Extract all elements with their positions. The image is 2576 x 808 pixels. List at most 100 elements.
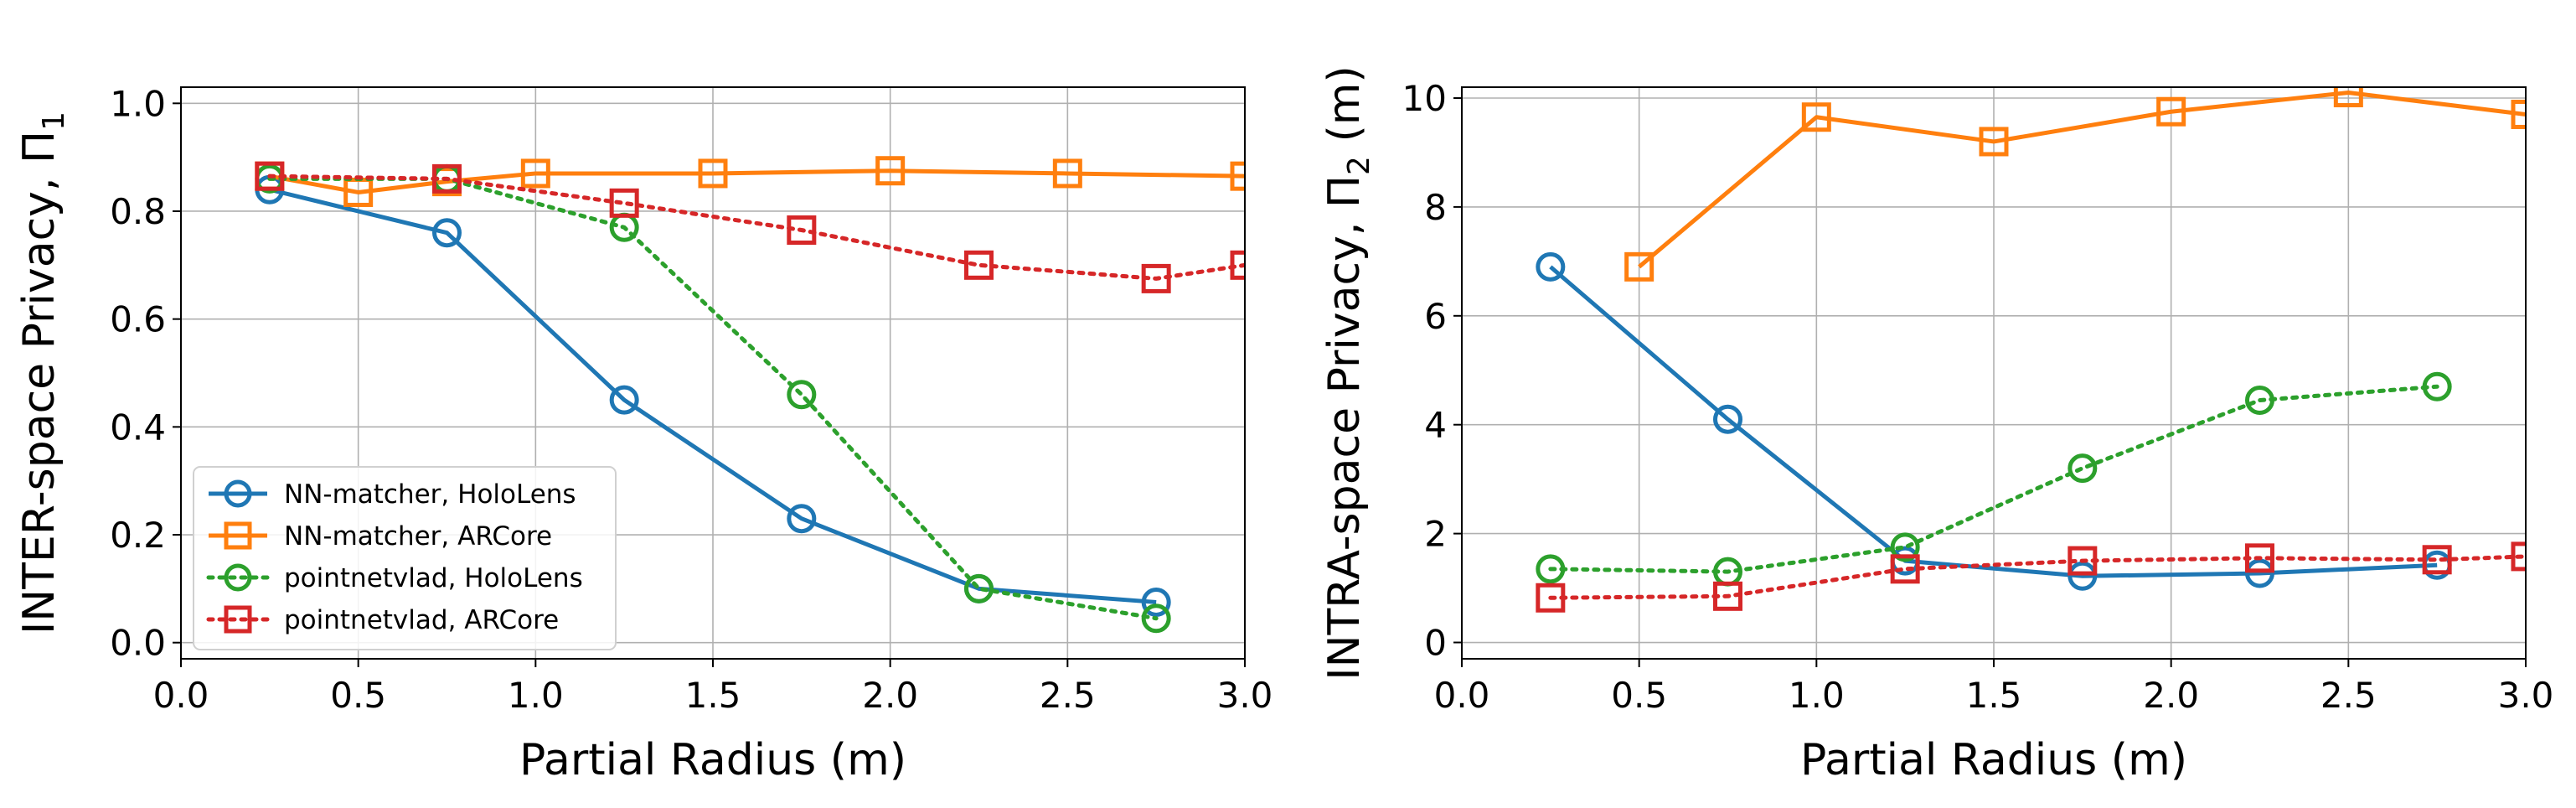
data-point: [1230, 250, 1245, 280]
data-point: [787, 215, 817, 245]
legend-entry: NN-matcher, HoloLens: [209, 479, 576, 510]
plot-area: [1536, 87, 2526, 613]
data-point: [787, 380, 817, 410]
data-point: [787, 504, 817, 534]
data-point: [609, 385, 639, 415]
legend-marker: [224, 521, 252, 550]
y-tick-label: 0.6: [110, 299, 166, 340]
y-axis-label-main: INTER-space Privacy, Π: [14, 131, 65, 634]
data-point: [2511, 541, 2526, 572]
series-nn-matcher-arcore: [255, 156, 1245, 207]
data-point: [1713, 581, 1742, 611]
data-point: [2068, 561, 2098, 591]
data-point: [875, 156, 906, 186]
y-axis-label-unit: (m): [1319, 65, 1370, 156]
data-point: [2156, 96, 2186, 127]
x-tick-label: 2.0: [2143, 675, 2199, 716]
data-point: [1141, 603, 1171, 634]
x-tick-label: 2.5: [2320, 675, 2377, 716]
data-point: [1141, 263, 1171, 293]
y-tick-label: 10: [1402, 78, 1447, 119]
legend-marker: [224, 563, 252, 592]
legend-label: pointnetvlad, HoloLens: [284, 563, 583, 593]
x-tick-label: 3.0: [1217, 675, 1273, 716]
data-point: [2068, 546, 2098, 576]
data-point: [2245, 558, 2274, 588]
data-point: [2422, 545, 2452, 575]
plot-area: [255, 156, 1245, 634]
data-point: [255, 161, 285, 191]
x-tick-label: 0.5: [1611, 675, 1667, 716]
legend-entry: pointnetvlad, HoloLens: [206, 563, 583, 593]
y-axis-label: INTER-space Privacy, Π1: [14, 111, 71, 634]
data-point: [2422, 371, 2452, 401]
data-point: [1801, 102, 1831, 132]
data-point: [2511, 99, 2526, 129]
legend-label: NN-matcher, ARCore: [284, 521, 552, 552]
legend-label: pointnetvlad, ARCore: [284, 605, 559, 635]
data-point: [1890, 554, 1920, 584]
legend-marker: [224, 605, 252, 634]
legend-entry: NN-matcher, ARCore: [209, 521, 552, 552]
series-pointnetvlad-arcore: [255, 161, 1245, 293]
data-point: [2245, 543, 2274, 573]
series-line: [1548, 554, 2526, 600]
series-line: [1638, 90, 2526, 269]
series-line: [1549, 265, 2438, 578]
data-point: [2068, 453, 2098, 484]
y-axis-label-subscript: 1: [37, 111, 71, 131]
data-point: [1713, 404, 1742, 434]
y-tick-label: 0.2: [110, 515, 166, 556]
x-tick-label: 0.5: [330, 675, 386, 716]
series-series-4: [1536, 541, 2526, 613]
data-point: [432, 218, 462, 248]
data-point: [609, 188, 639, 218]
data-point: [1536, 251, 1566, 282]
axes-frame: [180, 86, 1246, 660]
data-point: [1890, 532, 1920, 562]
legend: NN-matcher, HoloLens NN-matcher, ARCore po…: [193, 466, 617, 650]
y-tick-label: 6: [1424, 296, 1447, 337]
x-tick-label: 1.5: [685, 675, 741, 716]
x-axis-label: Partial Radius (m): [1800, 735, 2187, 785]
data-point: [964, 250, 994, 280]
series-line: [269, 187, 1157, 604]
data-point: [964, 573, 994, 603]
y-tick-label: 2: [1424, 514, 1447, 555]
legend-label: NN-matcher, HoloLens: [284, 479, 576, 510]
series-series-3: [1536, 371, 2452, 587]
y-tick-label: 0.0: [110, 623, 166, 664]
y-tick-label: 0: [1424, 623, 1447, 664]
x-tick-label: 0.0: [1434, 675, 1490, 716]
chart-panel-2: 0.0 0.5 1.0 1.5 2.0 2.5 3.0 0 2 4 6 8 10 Partial Radi…: [1319, 65, 2553, 785]
x-tick-label: 1.0: [1789, 675, 1845, 716]
x-tick-label: 1.5: [1966, 675, 2022, 716]
legend-marker: [224, 479, 252, 508]
x-tick-label: 2.0: [862, 675, 918, 716]
series-line: [269, 168, 1245, 194]
y-tick-label: 1.0: [110, 83, 166, 124]
series-series-2: [1624, 87, 2526, 282]
series-line: [267, 174, 1245, 281]
y-axis-label: INTRA-space Privacy, Π2 (m): [1319, 65, 1376, 680]
data-point: [2333, 87, 2363, 107]
data-point: [1052, 158, 1082, 189]
x-axis-label: Partial Radius (m): [519, 735, 906, 785]
data-point: [698, 158, 728, 189]
y-tick-label: 8: [1424, 187, 1447, 228]
legend-entry: pointnetvlad, ARCore: [206, 605, 559, 635]
y-tick-label: 4: [1424, 405, 1447, 446]
chart-panel-1: 0.0 0.5 1.0 1.5 2.0 2.5 3.0 0.0 0.2 0.4 0.6 0.8 1.0 P…: [14, 83, 1273, 785]
data-point: [432, 163, 462, 194]
axes-frame: [1461, 86, 2527, 660]
data-point: [520, 158, 550, 189]
y-tick-label: 0.4: [110, 407, 166, 448]
y-axis-label-subscript: 2: [1342, 156, 1376, 175]
data-point: [1979, 127, 2009, 157]
x-tick-label: 1.0: [508, 675, 564, 716]
x-tick-label: 0.0: [153, 675, 209, 716]
y-axis-label-main: INTRA-space Privacy, Π: [1319, 175, 1370, 681]
data-point: [2245, 385, 2274, 415]
x-tick-label: 3.0: [2498, 675, 2554, 716]
